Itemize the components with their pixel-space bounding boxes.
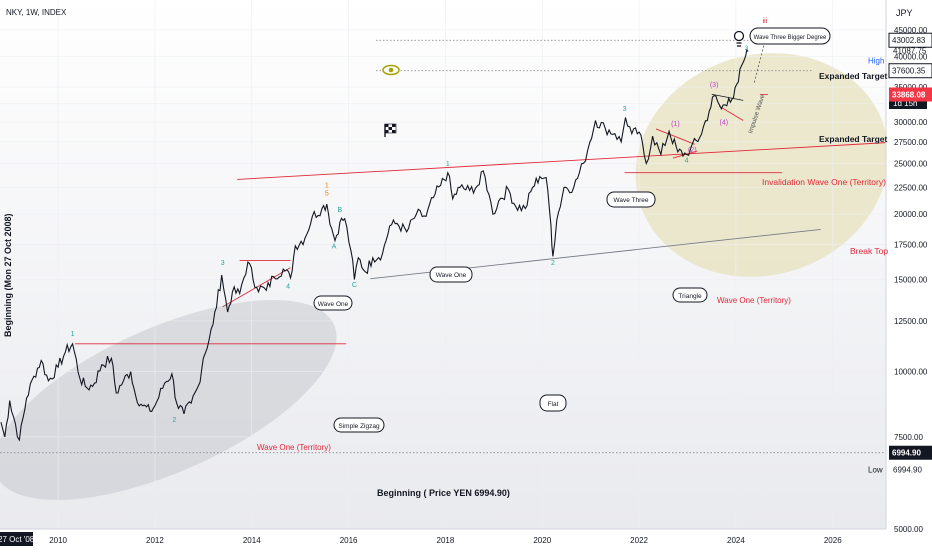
x-start-badge xyxy=(0,532,33,546)
wave-b-label: B xyxy=(338,207,343,214)
ellipse-grey xyxy=(0,300,337,500)
y-tick-label: 20000.00 xyxy=(894,210,928,219)
y-tick-label: 40000.00 xyxy=(894,53,928,62)
x-tick-label: 2010 xyxy=(49,536,67,545)
x-tick-label: 2022 xyxy=(630,536,648,545)
badge-start-price xyxy=(889,445,932,460)
expanded-target-label-1: Expanded Target xyxy=(819,71,887,81)
y-tick-label: 12500.00 xyxy=(894,317,928,326)
badge-target-2 xyxy=(888,63,932,79)
wave-3-b-label: 3 xyxy=(623,106,627,113)
high-label: High xyxy=(868,57,884,66)
callout-wave-three[interactable]: Wave Three xyxy=(606,191,656,208)
badge-start-price-text: 6994.90 xyxy=(892,449,921,458)
chart-title: NKY, 1W, INDEX xyxy=(6,8,67,17)
ellipse-tan xyxy=(635,53,889,277)
countdown-text: 1d 15h xyxy=(893,99,917,108)
wave-3-label: 3 xyxy=(221,260,225,267)
break-top-label: Break Top xyxy=(850,246,888,256)
x-tick-label: 2026 xyxy=(824,536,842,545)
callout-flat[interactable]: Flat xyxy=(539,394,567,412)
y-tick-label: 22500.00 xyxy=(894,183,928,192)
wave-2-label: 2 xyxy=(172,417,176,424)
price-badges: 43002.83 41087.75 High 1d 15h 37600.35 33868.… xyxy=(868,32,932,475)
wave-ellipses xyxy=(0,53,889,500)
svg-text:Flat: Flat xyxy=(548,401,559,408)
lightbulb-icon[interactable] xyxy=(733,30,745,47)
x-tick-label: 2014 xyxy=(243,536,261,545)
y-tick-label: 5000.00 xyxy=(894,525,923,534)
wave-one-territory-label-2: Wave One (Territory) xyxy=(717,296,791,305)
x-tick-label: 2024 xyxy=(727,536,745,545)
y-tick-label: 45000.00 xyxy=(894,26,928,35)
y-tick-label: 17500.00 xyxy=(894,240,928,249)
svg-text:Wave One: Wave One xyxy=(436,272,467,279)
svg-text:Wave Three Bigger Degree: Wave Three Bigger Degree xyxy=(754,35,827,41)
wave-2-b-label: 2 xyxy=(551,260,555,267)
x-tick-label: 2020 xyxy=(533,536,551,545)
expanded-target-label-2: Expanded Target xyxy=(819,134,887,144)
wave-4-b-label: 4 xyxy=(685,158,689,165)
y-tick-label: 15000.00 xyxy=(894,275,928,284)
wave-(3)-label: (3) xyxy=(710,82,719,89)
x-tick-label: 2018 xyxy=(437,536,455,545)
wedge-lower-line xyxy=(718,105,744,121)
wave-3-c-label: 3 xyxy=(745,46,749,52)
callout-wave-three-bigger-degree[interactable]: Wave Three Bigger Degree xyxy=(749,27,831,45)
y-tick-label: 7500.00 xyxy=(894,433,923,442)
y-tick-label: 30000.00 xyxy=(894,118,928,127)
y-axis-title: Beginning (Mon 27 Oct 2008) xyxy=(3,213,13,337)
wave-a-label: A xyxy=(332,243,337,250)
low-label: Low xyxy=(868,466,883,475)
x-axis-panel xyxy=(0,529,886,550)
low-price-text: 6994.90 xyxy=(893,466,922,475)
svg-text:Wave One: Wave One xyxy=(318,301,349,308)
svg-text:Wave Three: Wave Three xyxy=(613,197,648,204)
wave-1-label: 1 xyxy=(71,331,75,338)
callout-wave-one-b[interactable]: Wave One xyxy=(429,266,473,283)
x-tick-label: 2012 xyxy=(146,536,164,545)
wave-one-territory-label-1: Wave One (Territory) xyxy=(257,443,331,452)
callout-wave-one-a[interactable]: Wave One xyxy=(313,295,353,311)
beginning-label: Beginning ( Price YEN 6994.90) xyxy=(377,488,510,498)
high-price-text: 41087.75 xyxy=(893,47,927,56)
currency-label: JPY xyxy=(896,8,913,18)
triangle-upper-line-b xyxy=(655,128,695,145)
x-axis[interactable]: 2010 2012 2014 2016 2018 2020 2022 2024 2026 27 O… xyxy=(0,528,886,550)
wave-(2)-label: (2) xyxy=(688,147,697,154)
triangle-lower-line-b xyxy=(672,150,698,159)
wave-iii-label: iii xyxy=(763,18,768,25)
badge-target-1 xyxy=(888,32,932,48)
badge-invalidation xyxy=(889,87,932,102)
eye-icon[interactable] xyxy=(382,64,400,76)
svg-text:Simple Zigzag: Simple Zigzag xyxy=(338,423,380,430)
wave-(4)-label: (4) xyxy=(720,119,729,126)
wave-c-label: C xyxy=(352,282,357,289)
svg-text:Triangle: Triangle xyxy=(678,293,702,300)
y-tick-label: 25000.00 xyxy=(894,159,928,168)
badge-target-2-text: 37600.35 xyxy=(892,67,926,76)
wave-4-label: 4 xyxy=(286,284,290,291)
wave-(1)-label: (1) xyxy=(671,121,680,128)
callout-simple-zigzag[interactable]: Simple Zigzag xyxy=(333,417,385,433)
x-tick-label: 2016 xyxy=(340,536,358,545)
callout-triangle[interactable]: Triangle xyxy=(672,287,708,303)
wave-1-b-label: 1 xyxy=(325,182,329,189)
y-tick-label: 10000.00 xyxy=(894,368,928,377)
badge-target-1-text: 43002.83 xyxy=(892,36,926,45)
checkered-flag-icon[interactable] xyxy=(384,123,397,137)
badge-invalidation-text: 33868.08 xyxy=(892,90,926,99)
y-tick-label: 27500.00 xyxy=(894,138,928,147)
price-series-line xyxy=(0,48,749,442)
wave-5-label: 5 xyxy=(325,191,329,198)
wave-1-c-label: 1 xyxy=(446,161,450,168)
invalidation-label: Invalidation Wave One (Territory) xyxy=(762,177,886,187)
wedge-upper-line xyxy=(711,93,744,101)
break-top-line xyxy=(237,142,887,180)
x-start-label: 27 Oct '08 xyxy=(0,535,35,544)
